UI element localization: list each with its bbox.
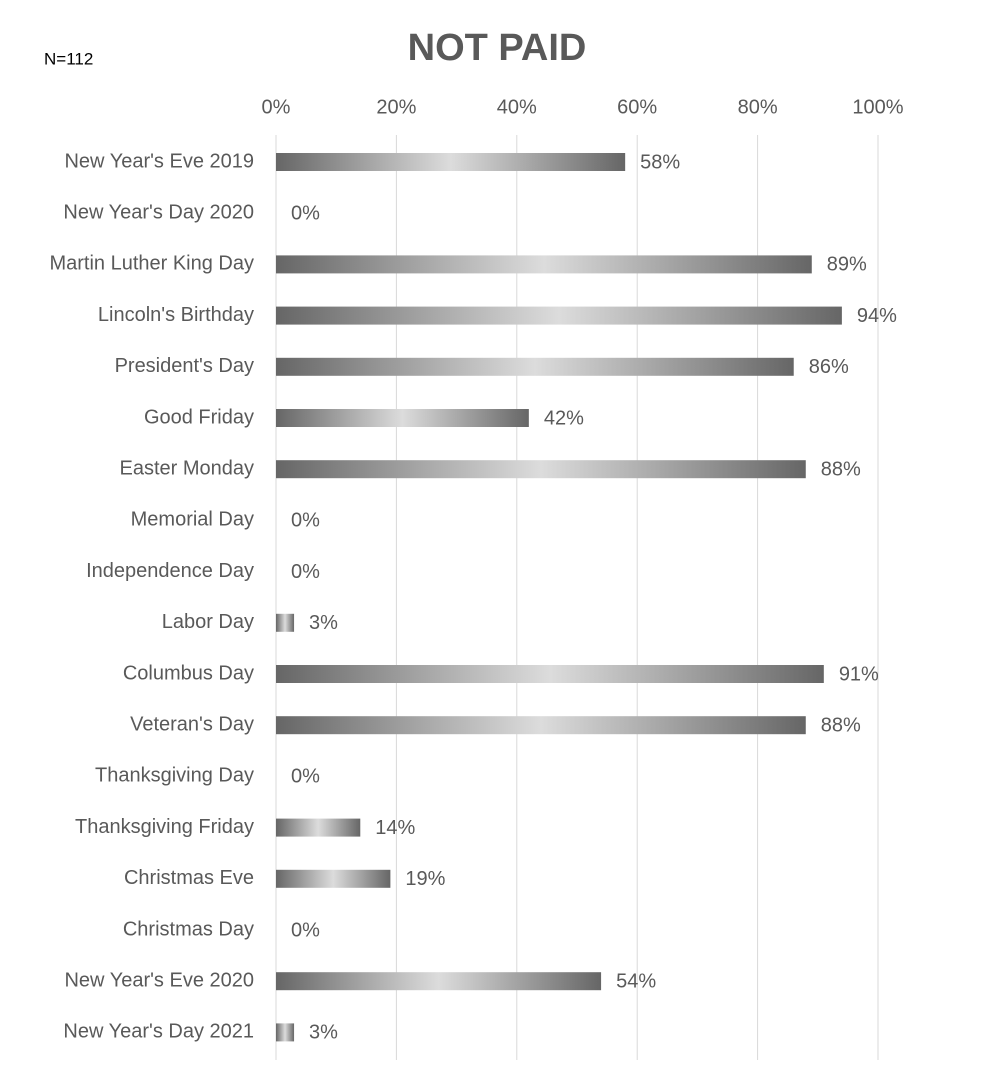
data-label: 88% — [821, 458, 861, 480]
bar — [276, 255, 812, 274]
data-label: 42% — [544, 407, 584, 429]
data-label: 94% — [857, 305, 897, 327]
y-tick-label: New Year's Day 2020 — [63, 201, 254, 223]
data-label: 0% — [291, 202, 320, 224]
y-tick-label: Christmas Eve — [124, 867, 254, 889]
y-tick-label: Independence Day — [86, 560, 254, 582]
data-label: 0% — [291, 766, 320, 788]
x-tick-label: 20% — [376, 96, 416, 118]
data-label: 88% — [821, 714, 861, 736]
data-label: 0% — [291, 561, 320, 583]
y-tick-label: Lincoln's Birthday — [98, 304, 254, 326]
data-label: 54% — [616, 970, 656, 992]
y-tick-label: Martin Luther King Day — [49, 253, 254, 275]
x-tick-label: 100% — [852, 96, 903, 118]
bar — [276, 972, 602, 991]
bar — [276, 409, 529, 427]
data-label: 0% — [291, 510, 320, 532]
bar — [276, 818, 361, 837]
x-tick-label: 80% — [738, 96, 778, 118]
y-tick-label: Thanksgiving Friday — [75, 816, 254, 838]
data-label: 58% — [640, 151, 680, 173]
x-tick-label: 0% — [262, 96, 291, 118]
bar — [276, 665, 824, 683]
bar — [276, 869, 391, 888]
bar — [276, 306, 842, 325]
data-label: 3% — [309, 1022, 338, 1044]
bar — [276, 1023, 295, 1042]
chart-title: NOT PAID — [408, 27, 587, 69]
sample-size: N=112 — [44, 49, 93, 68]
data-label: 19% — [405, 868, 445, 890]
bar — [276, 460, 806, 479]
y-tick-label: Memorial Day — [131, 509, 254, 531]
y-tick-label: New Year's Day 2021 — [63, 1021, 254, 1043]
data-label: 89% — [827, 254, 867, 276]
data-label: 14% — [375, 817, 415, 839]
y-tick-label: Christmas Day — [123, 918, 254, 940]
y-tick-label: President's Day — [115, 355, 254, 377]
bar — [276, 716, 806, 735]
y-tick-label: Columbus Day — [123, 662, 254, 684]
y-tick-label: Labor Day — [162, 611, 254, 633]
y-tick-label: Veteran's Day — [130, 713, 254, 735]
data-label: 0% — [291, 919, 320, 941]
y-tick-label: New Year's Eve 2019 — [64, 150, 254, 172]
y-tick-label: New Year's Eve 2020 — [64, 969, 254, 991]
x-tick-label: 40% — [497, 96, 537, 118]
bar — [276, 357, 794, 376]
y-tick-label: Easter Monday — [119, 457, 254, 479]
data-label: 86% — [809, 356, 849, 378]
y-tick-label: Good Friday — [144, 406, 254, 428]
data-label: 3% — [309, 612, 338, 634]
data-label: 91% — [839, 663, 879, 685]
bar — [276, 613, 295, 632]
y-tick-label: Thanksgiving Day — [95, 765, 254, 787]
x-tick-label: 60% — [617, 96, 657, 118]
bar — [276, 153, 626, 171]
